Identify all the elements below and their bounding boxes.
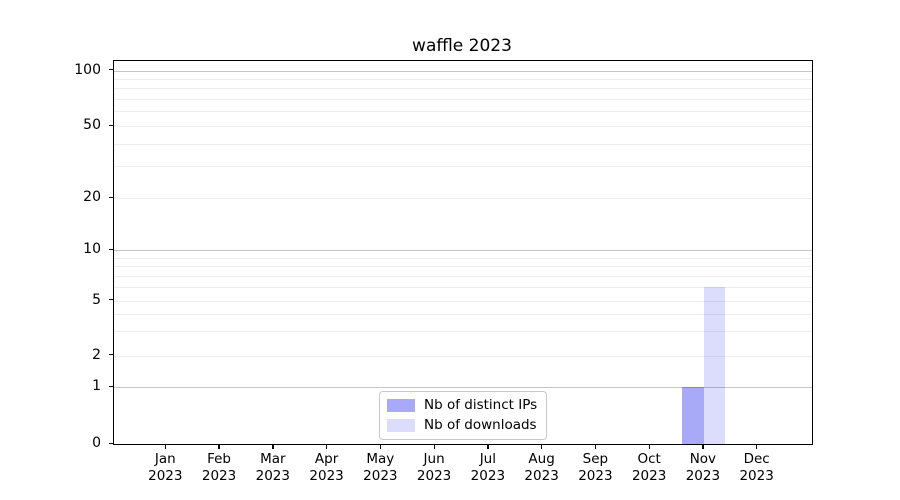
x-tick-label: Jun 2023 — [416, 451, 452, 484]
x-tick-mark — [594, 444, 597, 449]
x-tick-mark — [702, 444, 704, 449]
x-tick-mark — [379, 444, 382, 449]
x-tick-mark — [487, 444, 489, 449]
x-tick-label: Feb 2023 — [201, 451, 237, 484]
x-tick-label: Oct 2023 — [631, 451, 667, 484]
gridline-minor — [114, 99, 812, 101]
x-tick-mark — [164, 444, 166, 449]
y-tick-mark — [108, 69, 113, 71]
y-tick-mark — [108, 124, 113, 126]
legend-label-distinct-ips: Nb of distinct IPs — [424, 397, 538, 413]
chart-title: waffle 2023 — [412, 36, 512, 56]
bar-distinct-ips — [682, 387, 704, 444]
gridline-minor — [114, 257, 812, 259]
gridline-minor — [114, 143, 812, 145]
legend-label-downloads: Nb of downloads — [424, 417, 537, 433]
y-tick-label: 0 — [92, 435, 101, 451]
y-tick-mark — [108, 442, 113, 444]
y-tick-label: 100 — [74, 61, 101, 78]
y-tick-label: 1 — [92, 378, 101, 394]
x-tick-mark — [218, 444, 220, 449]
y-tick-mark — [108, 196, 113, 198]
legend-item-distinct-ips: Nb of distinct IPs — [387, 397, 537, 414]
y-tick-label: 20 — [83, 189, 101, 205]
x-tick-mark — [541, 444, 543, 449]
x-tick-mark — [648, 444, 650, 449]
y-tick-mark — [108, 299, 113, 301]
gridline-minor — [114, 111, 812, 113]
legend-swatch-distinct-ips — [387, 399, 415, 412]
legend-item-downloads: Nb of downloads — [387, 417, 537, 434]
gridline-minor — [114, 78, 812, 80]
x-tick-mark — [756, 444, 758, 449]
gridline-minor — [114, 300, 812, 302]
x-tick-label: Jul 2023 — [470, 451, 506, 484]
bar-downloads — [703, 287, 726, 444]
x-tick-mark — [433, 444, 435, 449]
gridline-minor — [114, 126, 812, 127]
x-tick-label: Jan 2023 — [148, 451, 183, 484]
gridline-major — [114, 250, 812, 251]
x-tick-label: Apr 2023 — [309, 451, 344, 484]
y-tick-label: 5 — [92, 291, 101, 308]
gridline-minor — [114, 355, 812, 357]
legend: Nb of distinct IPs Nb of downloads — [379, 391, 548, 440]
y-tick-mark — [108, 248, 113, 250]
x-tick-mark — [272, 444, 274, 449]
y-tick-label: 2 — [92, 346, 101, 363]
gridline-minor — [114, 287, 812, 289]
x-tick-label: Sep 2023 — [578, 451, 613, 484]
gridline-major — [114, 70, 812, 72]
y-tick-label: 10 — [83, 241, 101, 257]
gridline-minor — [114, 313, 812, 315]
y-tick-label: 50 — [83, 117, 101, 133]
y-tick-mark — [108, 385, 113, 387]
gridline-minor — [114, 88, 812, 90]
x-tick-label: Aug 2023 — [524, 451, 559, 484]
x-tick-mark — [325, 444, 328, 449]
legend-swatch-downloads — [387, 419, 415, 432]
gridline-minor — [114, 331, 812, 333]
gridline-minor — [114, 275, 812, 277]
gridline-minor — [114, 198, 812, 199]
x-tick-label: May 2023 — [363, 451, 398, 484]
x-tick-label: Mar 2023 — [255, 451, 290, 484]
y-tick-mark — [108, 354, 113, 356]
gridline-minor — [114, 166, 812, 168]
x-tick-label: Dec 2023 — [739, 451, 774, 484]
gridline-major — [114, 387, 812, 388]
gridline-minor — [114, 266, 812, 268]
plot-area: Nb of distinct IPs Nb of downloads — [113, 60, 813, 445]
x-tick-label: Nov 2023 — [685, 451, 721, 484]
